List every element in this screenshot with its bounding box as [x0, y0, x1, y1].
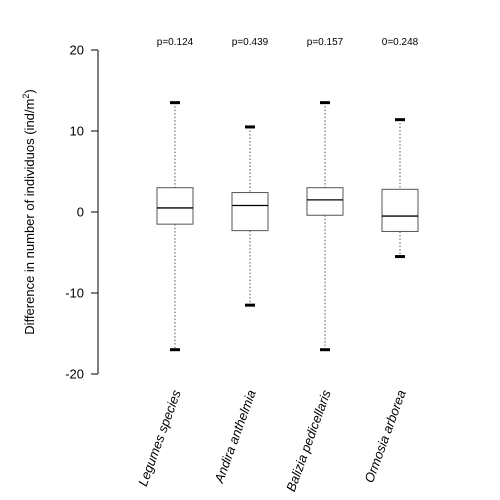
x-category-label: Ormosia arborea	[361, 388, 408, 485]
x-category-label: Legumes species	[135, 387, 184, 488]
y-tick-label: -10	[65, 286, 84, 301]
iqr-box	[231, 192, 269, 232]
box-3	[306, 101, 344, 352]
y-tick-label: 10	[70, 124, 84, 139]
iqr-box	[306, 187, 344, 216]
box-2	[231, 125, 269, 307]
box-4	[381, 118, 419, 259]
y-axis-ticks: -20 -10 0 10 20	[65, 43, 98, 382]
y-axis-label: Difference in number of individuos (ind/…	[21, 89, 37, 334]
box-1	[156, 101, 194, 352]
x-category-labels: Legumes species Andira anthelmia Balizia p…	[135, 387, 409, 493]
p-value-label: 0=0.248	[382, 37, 419, 48]
x-category-label: Balizia pedicellaris	[283, 387, 334, 493]
p-value-label: p=0.157	[307, 37, 344, 48]
iqr-box	[156, 187, 194, 225]
y-tick-label: -20	[65, 367, 84, 382]
y-tick-label: 0	[77, 205, 84, 220]
y-tick-label: 20	[70, 43, 84, 58]
x-category-label: Andira anthelmia	[211, 388, 259, 486]
p-value-labels: p=0.124 p=0.439 p=0.157 0=0.248	[157, 37, 419, 48]
p-value-label: p=0.124	[157, 37, 194, 48]
p-value-label: p=0.439	[232, 37, 269, 48]
boxes-group	[156, 101, 419, 352]
iqr-box	[381, 188, 419, 232]
